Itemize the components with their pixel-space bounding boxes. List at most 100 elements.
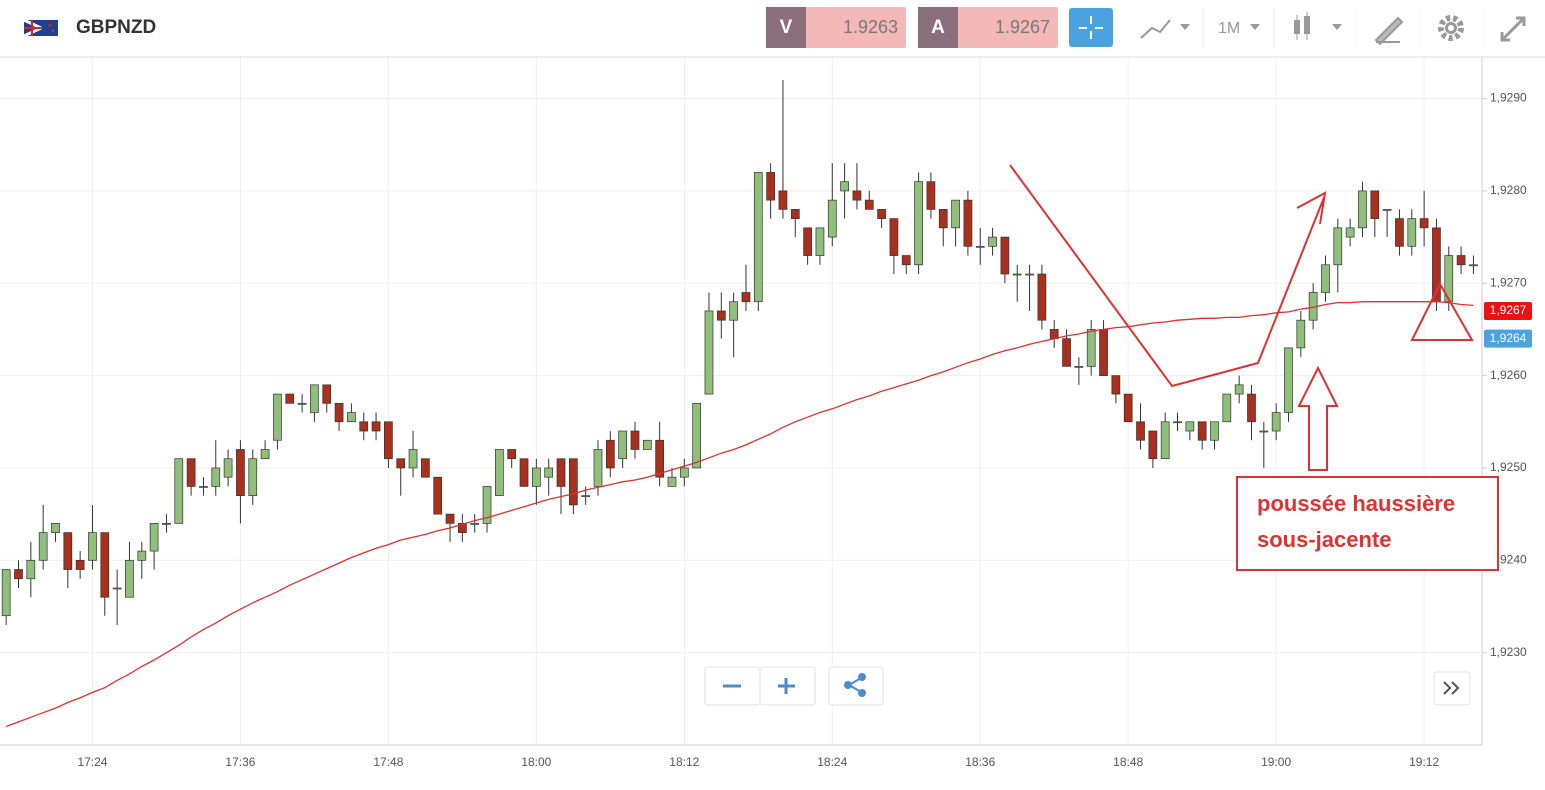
- candle-body: [1025, 273, 1034, 276]
- candle-body: [334, 402, 344, 423]
- candle-body: [211, 467, 221, 487]
- candle-body: [1197, 421, 1207, 441]
- candle-body: [568, 458, 578, 506]
- moving-average: [5, 301, 1474, 728]
- candle-body: [1062, 338, 1071, 367]
- candle-body: [1173, 421, 1182, 424]
- candle-body: [112, 587, 122, 590]
- candle-body: [667, 476, 677, 487]
- up-arrow: [1297, 365, 1339, 471]
- candle-body: [408, 449, 418, 469]
- candle-body: [38, 532, 48, 561]
- x-tick-label: 18:24: [817, 755, 847, 769]
- candle-body: [51, 523, 60, 533]
- indicators-button[interactable]: [1140, 19, 1190, 39]
- candles: [1, 80, 1478, 625]
- candle-body: [975, 245, 985, 248]
- plot-area: 1,9230 1,9240 1,9250 1,9260 1,9270 1,9280 1,92…: [0, 57, 1532, 769]
- candle-body: [100, 532, 110, 598]
- candle-body: [507, 449, 517, 460]
- candle-body: [1222, 393, 1232, 423]
- candle-body: [495, 449, 504, 497]
- candle-body: [88, 532, 97, 561]
- settings-button[interactable]: [1438, 15, 1464, 41]
- x-tick-label: 18:48: [1113, 755, 1143, 769]
- price-tag: [1484, 301, 1532, 320]
- draw-button[interactable]: [1374, 16, 1404, 46]
- zoom-out-button[interactable]: [704, 666, 761, 706]
- candle-body: [1074, 366, 1084, 368]
- candle-body: [951, 199, 960, 229]
- candle-body: [988, 236, 997, 247]
- candle-body: [186, 458, 196, 487]
- candle-body: [199, 486, 208, 488]
- candle-body: [1382, 209, 1392, 211]
- timeframe-button[interactable]: 1M: [1218, 20, 1260, 37]
- candle-body: [14, 569, 23, 580]
- candle-body: [445, 513, 455, 524]
- candle-body: [322, 384, 332, 404]
- candle-body: [162, 523, 171, 525]
- flag: [23, 18, 58, 38]
- candle-body: [236, 449, 245, 497]
- candle-body: [137, 550, 147, 561]
- candle-body: [1, 569, 11, 617]
- candle-body: [692, 402, 701, 469]
- candle-body: [1000, 236, 1010, 275]
- candle-body: [532, 467, 541, 487]
- candle-body: [889, 218, 899, 256]
- candle-body: [1370, 190, 1380, 219]
- candle-body: [679, 467, 689, 478]
- y-tick-label: 1,9240: [1490, 552, 1527, 566]
- candle-body: [963, 199, 973, 247]
- sell-label: V: [780, 17, 793, 38]
- triangle: [1410, 281, 1474, 341]
- price-tag: [1484, 329, 1532, 348]
- candle-body: [1160, 421, 1170, 460]
- chart-type-button[interactable]: [1294, 12, 1342, 40]
- candle-body: [1284, 347, 1293, 413]
- candle-body: [1456, 255, 1466, 266]
- candle-body: [458, 523, 467, 533]
- candle-body: [1012, 273, 1022, 276]
- candle-body: [556, 458, 566, 487]
- candle-body: [384, 421, 393, 460]
- candle-body: [1296, 319, 1306, 349]
- candle-body: [716, 310, 726, 321]
- crosshair-button[interactable]: [1069, 8, 1113, 47]
- candle-body: [421, 458, 430, 478]
- zoom-in-button[interactable]: [759, 666, 816, 706]
- candle-body: [1247, 393, 1256, 423]
- buy-label: A: [931, 17, 945, 38]
- candle-body: [174, 458, 184, 524]
- scroll-end-button[interactable]: [1433, 671, 1471, 706]
- candle-body: [260, 449, 270, 460]
- candle-body: [75, 559, 85, 570]
- candle-body: [655, 439, 665, 478]
- y-tick-label: 1,9280: [1490, 183, 1527, 197]
- candle-body: [297, 402, 307, 405]
- candle-body: [753, 172, 763, 303]
- candle-body: [1419, 218, 1429, 229]
- candle-body: [630, 430, 640, 450]
- candle-body: [852, 190, 862, 201]
- candle-body: [1234, 384, 1244, 395]
- buy-button[interactable]: A 1.9267: [918, 7, 1058, 48]
- x-tick-label: 19:12: [1409, 755, 1439, 769]
- candle-body: [1395, 218, 1404, 247]
- candle-body: [1136, 421, 1145, 441]
- candle-body: [1123, 393, 1133, 423]
- candle-body: [482, 486, 492, 524]
- candle-body: [1333, 227, 1343, 266]
- fullscreen-button[interactable]: [1500, 16, 1526, 42]
- candle-body: [63, 532, 73, 570]
- candle-body: [729, 301, 738, 321]
- sell-button[interactable]: V 1.9263: [766, 7, 906, 48]
- x-tick-label: 17:36: [225, 755, 255, 769]
- grid: [0, 57, 1482, 745]
- x-tick-label: 18:12: [669, 755, 699, 769]
- share-button[interactable]: [828, 666, 884, 706]
- x-tick-label: 19:00: [1261, 755, 1291, 769]
